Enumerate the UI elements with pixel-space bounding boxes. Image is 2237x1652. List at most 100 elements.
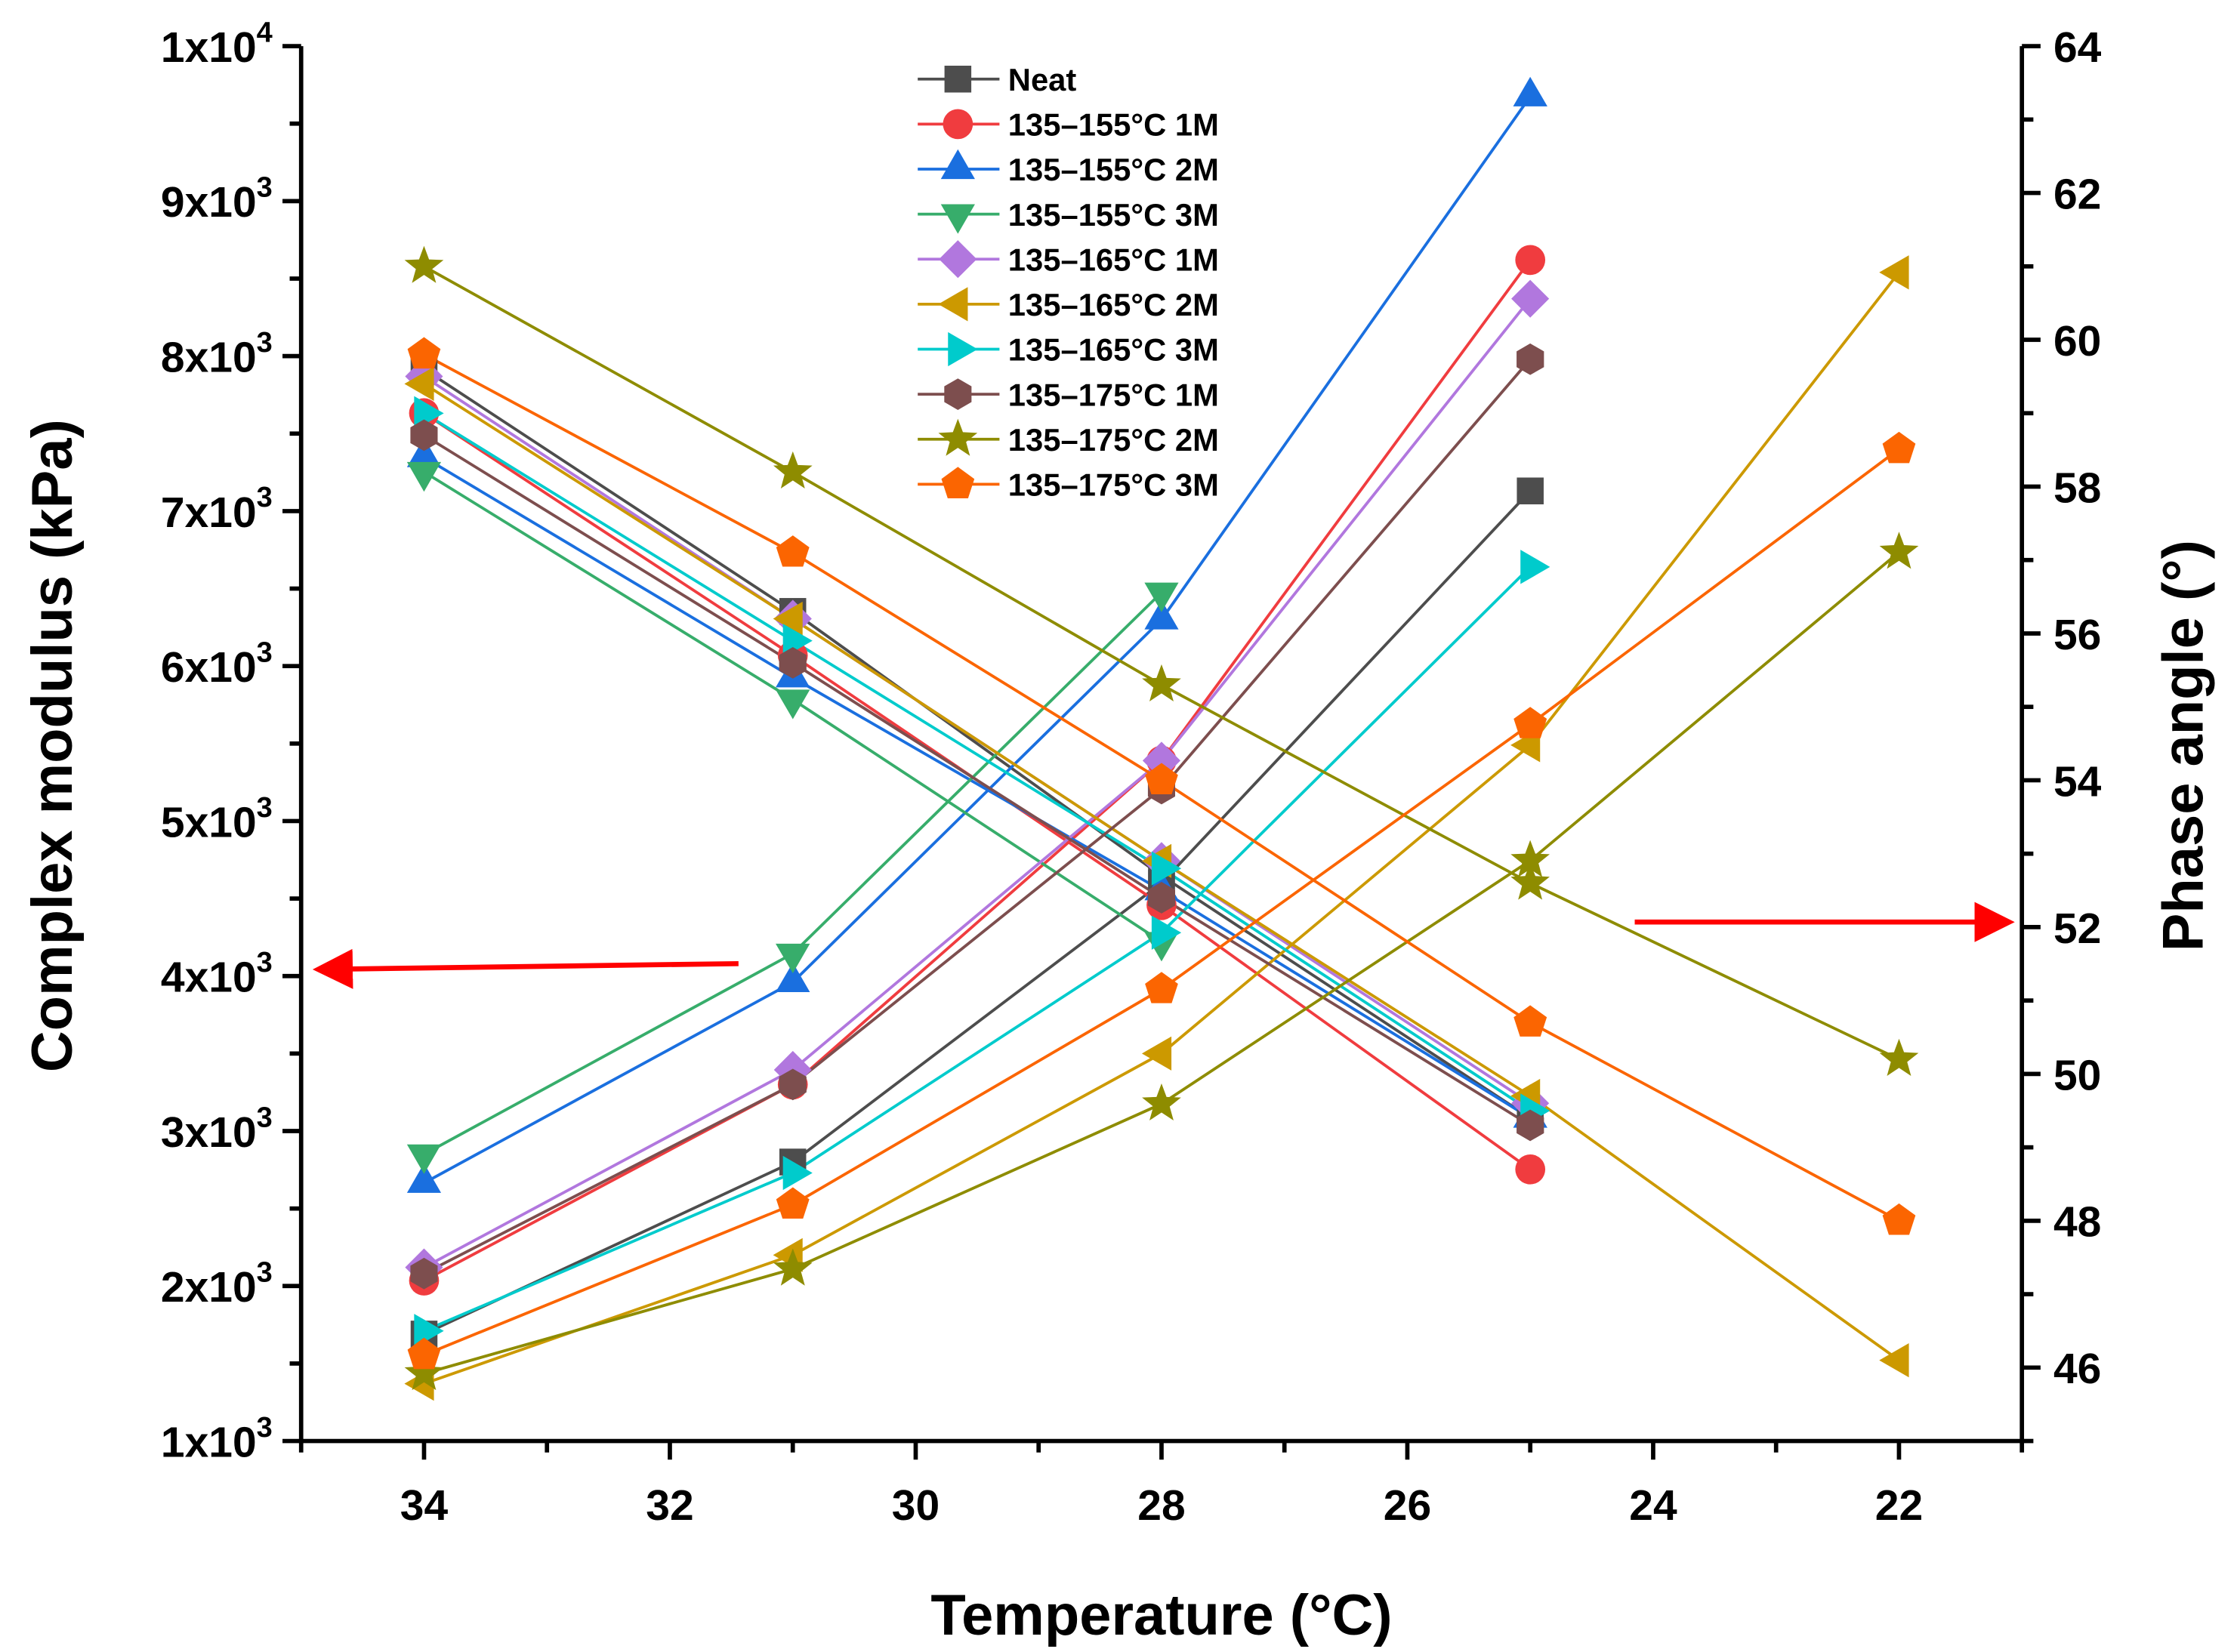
tick-base: 3x10	[161, 1108, 257, 1157]
legend-item: 135–175°C 3M	[918, 467, 1219, 503]
tick-exponent: 3	[257, 327, 273, 359]
y-left-tick-label: 2x103	[161, 1257, 273, 1312]
tick-base: 9x10	[161, 178, 257, 227]
line-phase-series-6	[423, 411, 1532, 1112]
point-modulus-series-5	[1141, 1036, 1172, 1071]
legend-label: 135–155°C 2M	[1008, 152, 1219, 187]
x-tick-label: 34	[400, 1481, 449, 1530]
y-left-axis-label: Complex modulus (kPa)	[20, 419, 85, 1072]
y-right-tick-label: 54	[2053, 757, 2102, 806]
point-phase-series-8	[1879, 1038, 1919, 1076]
legend-item: 135–165°C 3M	[918, 332, 1219, 368]
tick-exponent: 3	[257, 482, 273, 513]
point-phase-series-9	[1145, 763, 1178, 795]
point-phase-series-9	[1513, 1005, 1547, 1037]
point-phase-series-8	[1142, 664, 1181, 702]
tick-exponent: 3	[257, 1257, 273, 1289]
point-modulus-series-0	[1517, 477, 1544, 504]
point-modulus-series-5	[1879, 255, 1909, 290]
point-modulus-series-9	[1513, 707, 1547, 738]
point-modulus-series-9	[1882, 431, 1916, 464]
point-modulus-series-6	[782, 1155, 813, 1191]
line-modulus-series-0	[423, 489, 1532, 1336]
y-left-tick-label: 7x103	[161, 482, 273, 537]
line-modulus-series-1	[423, 259, 1532, 1282]
tick-exponent: 3	[257, 636, 273, 668]
point-modulus-series-3	[776, 943, 810, 973]
legend-label: Neat	[1008, 62, 1077, 97]
point-modulus-series-9	[776, 1187, 810, 1219]
line-phase-series-1	[423, 411, 1532, 1171]
y-left-tick-label: 9x103	[161, 172, 273, 227]
legend-item: 135–175°C 1M	[918, 377, 1219, 412]
point-modulus-series-9	[407, 1337, 441, 1370]
point-phase-series-2	[406, 437, 442, 467]
point-modulus-series-1	[1515, 245, 1546, 276]
x-tick-label: 30	[892, 1481, 940, 1530]
legend-marker-square	[944, 66, 972, 93]
line-modulus-series-7	[423, 358, 1532, 1275]
tick-exponent: 3	[257, 172, 273, 204]
legend-marker-triangle-left	[938, 287, 968, 322]
point-phase-series-6	[1151, 851, 1182, 886]
point-modulus-series-9	[1145, 972, 1178, 1003]
point-modulus-series-8	[1510, 840, 1550, 877]
tick-base: 8x10	[161, 334, 257, 382]
x-tick-label: 22	[1875, 1481, 1923, 1530]
point-modulus-series-2	[406, 1163, 442, 1193]
tick-base: 5x10	[161, 798, 257, 846]
tick-base: 4x10	[161, 954, 257, 1002]
point-phase-series-8	[404, 245, 444, 283]
legend-item: 135–175°C 2M	[918, 418, 1219, 458]
x-axis-label: Temperature (°C)	[930, 1583, 1392, 1647]
tick-exponent: 4	[257, 17, 273, 48]
point-phase-series-3	[776, 689, 810, 720]
legend-label: 135–175°C 3M	[1008, 467, 1219, 503]
legend-marker-star	[938, 418, 978, 456]
point-phase-series-8	[1510, 862, 1550, 900]
point-modulus-series-2	[1513, 76, 1547, 106]
y-left-tick-label: 1x104	[161, 17, 273, 72]
point-phase-series-7	[410, 419, 438, 452]
tick-base: 1x10	[161, 23, 257, 72]
point-phase-series-8	[773, 451, 813, 489]
y-left-tick-label: 5x103	[161, 792, 273, 847]
point-phase-series-7	[1147, 882, 1175, 914]
legend-item: 135–155°C 3M	[918, 197, 1219, 234]
point-phase-series-3	[406, 461, 442, 492]
point-phase-series-7	[1517, 1109, 1544, 1142]
axes: 34 32 30 28 26 24 221x1032x1033x1034x1035x1036…	[161, 17, 2102, 1530]
legend-label: 135–165°C 1M	[1008, 242, 1219, 277]
left-axis-arrow	[312, 948, 739, 989]
legend-item: 135–165°C 2M	[918, 287, 1219, 322]
point-phase-series-5	[773, 601, 803, 636]
y-right-tick-label: 52	[2053, 905, 2101, 953]
point-modulus-series-7	[1517, 343, 1544, 375]
y-left-tick-label: 3x103	[161, 1102, 273, 1157]
y-right-tick-label: 58	[2053, 464, 2101, 512]
legend-marker-circle	[943, 109, 973, 140]
point-modulus-series-6	[1151, 915, 1182, 950]
tick-exponent: 3	[257, 792, 273, 824]
point-phase-series-1	[1515, 1154, 1546, 1185]
legend-label: 135–165°C 2M	[1008, 287, 1219, 322]
legend-marker-triangle-right	[948, 331, 978, 367]
point-modulus-series-3	[1144, 582, 1179, 612]
y-right-axis-label: Phase angle (°)	[2151, 540, 2215, 951]
tick-base: 6x10	[161, 643, 257, 692]
point-phase-series-5	[1879, 1343, 1909, 1378]
tick-base: 2x10	[161, 1263, 257, 1311]
legend-label: 135–175°C 2M	[1008, 422, 1219, 458]
legend-marker-hexagon	[944, 378, 972, 410]
x-tick-label: 26	[1384, 1481, 1431, 1530]
y-right-tick-label: 46	[2053, 1345, 2101, 1393]
point-modulus-series-6	[414, 1314, 444, 1348]
tick-exponent: 3	[257, 947, 273, 979]
point-modulus-series-2	[1144, 599, 1179, 630]
point-phase-series-5	[404, 366, 434, 402]
legend-item: 135–165°C 1M	[918, 240, 1219, 279]
point-modulus-series-4	[1511, 279, 1550, 318]
tick-base: 1x10	[161, 1418, 257, 1466]
point-phase-series-7	[779, 647, 807, 679]
y-right-tick-label: 48	[2053, 1198, 2101, 1247]
